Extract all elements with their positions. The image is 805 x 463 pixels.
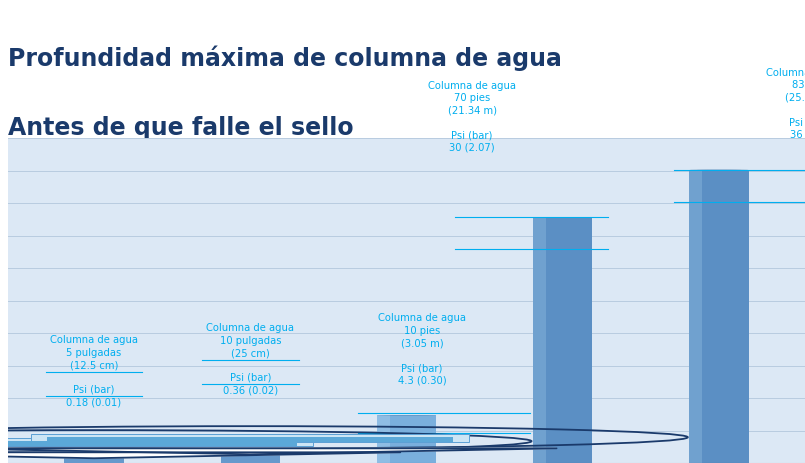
Text: Columna de agua
5 pulgadas
(12.5 cm)

Psi (bar)
0.18 (0.01): Columna de agua 5 pulgadas (12.5 cm) Psi… (50, 335, 138, 407)
Bar (689, 170, 703, 463)
Bar (64, 457, 124, 463)
Polygon shape (0, 452, 400, 458)
Text: Columna de agua
70 pies
(21.34 m)

Psi (bar)
30 (2.07): Columna de agua 70 pies (21.34 m) Psi (b… (428, 81, 516, 152)
Bar (533, 218, 546, 463)
Text: Profundidad máxima de columna de agua: Profundidad máxima de columna de agua (8, 45, 562, 70)
Text: Columna de agua
83 pies
(25.30 m)

Psi (bar)
36 (2.5): Columna de agua 83 pies (25.30 m) Psi (b… (766, 68, 805, 139)
Bar (0, 438, 313, 446)
Bar (533, 218, 592, 463)
Bar (0, 441, 297, 446)
Bar (377, 416, 436, 463)
Text: Columna de agua
10 pies
(3.05 m)

Psi (bar)
4.3 (0.30): Columna de agua 10 pies (3.05 m) Psi (ba… (378, 313, 466, 385)
Bar (221, 453, 280, 463)
Bar (689, 170, 749, 463)
Polygon shape (0, 448, 556, 454)
Text: Columna de agua
10 pulgadas
(25 cm)

Psi (bar)
0.36 (0.02): Columna de agua 10 pulgadas (25 cm) Psi … (206, 323, 295, 394)
Bar (47, 437, 453, 442)
Bar (377, 416, 390, 463)
Text: Antes de que falle el sello: Antes de que falle el sello (8, 115, 353, 139)
Bar (31, 434, 469, 442)
